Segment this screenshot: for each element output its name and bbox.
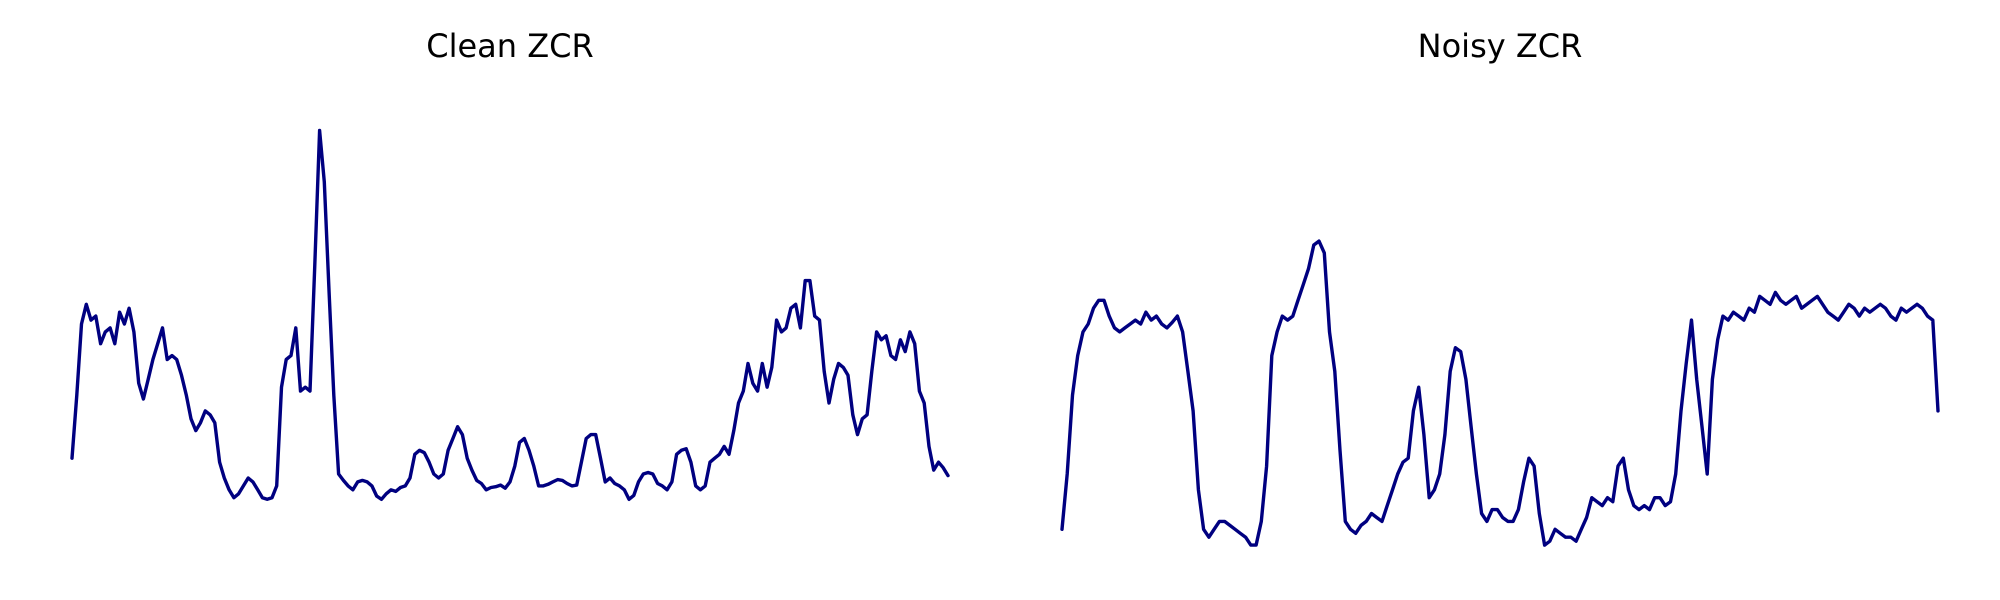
chart-title-noisy-zcr: Noisy ZCR [1418, 27, 1583, 65]
chart-clean-zcr: Clean ZCR [70, 27, 950, 501]
series-line-noisy-zcr [1060, 239, 1940, 547]
chart-noisy-zcr: Noisy ZCR [1060, 27, 1940, 547]
chart-title-clean-zcr: Clean ZCR [426, 27, 593, 65]
series-line-clean-zcr [70, 128, 950, 501]
